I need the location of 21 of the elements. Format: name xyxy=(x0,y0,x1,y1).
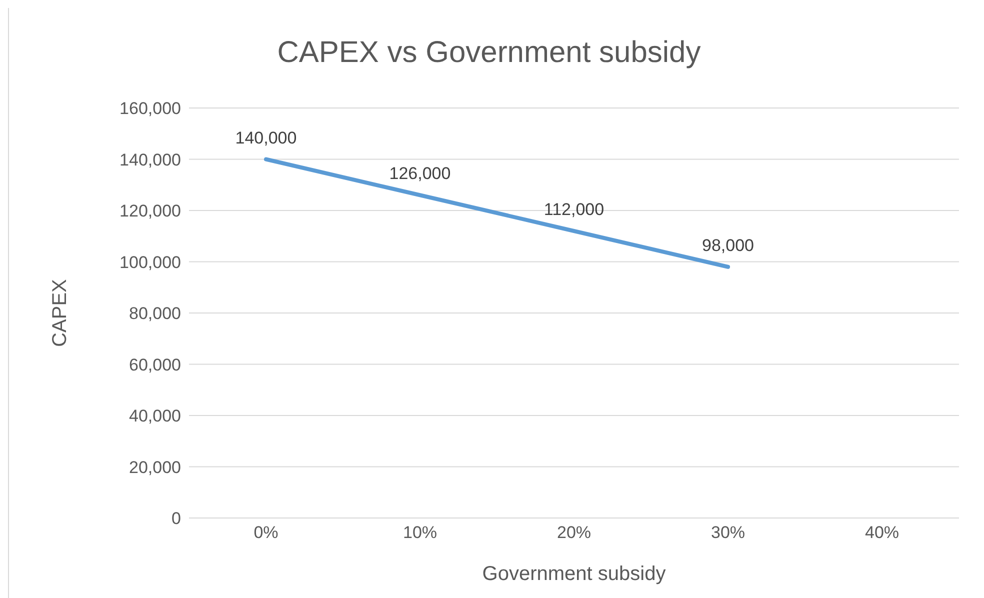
y-axis-title: CAPEX xyxy=(49,279,72,347)
x-tick-label: 20% xyxy=(556,523,592,542)
y-tick-label: 140,000 xyxy=(120,150,181,170)
y-tick-label: 100,000 xyxy=(120,252,181,272)
y-tick-label: 120,000 xyxy=(120,202,181,221)
data-label: 98,000 xyxy=(702,236,754,255)
x-tick-label: 0% xyxy=(254,523,278,542)
y-tick-label: 160,000 xyxy=(120,99,181,118)
x-tick-label: 10% xyxy=(402,523,438,542)
x-axis-title: Government subsidy xyxy=(482,563,666,585)
y-tick-label: 0 xyxy=(172,509,181,528)
y-tick-label: 20,000 xyxy=(129,458,181,477)
y-tick-label: 80,000 xyxy=(129,304,181,324)
y-tick-label: 60,000 xyxy=(129,355,181,374)
x-tick-label: 40% xyxy=(864,523,900,542)
data-label: 112,000 xyxy=(544,200,604,219)
chart-title: CAPEX vs Government subsidy xyxy=(276,36,702,70)
x-tick-label: 30% xyxy=(710,523,746,542)
data-label: 126,000 xyxy=(389,164,451,184)
y-tick-label: 40,000 xyxy=(129,406,181,426)
data-label: 140,000 xyxy=(235,128,297,148)
